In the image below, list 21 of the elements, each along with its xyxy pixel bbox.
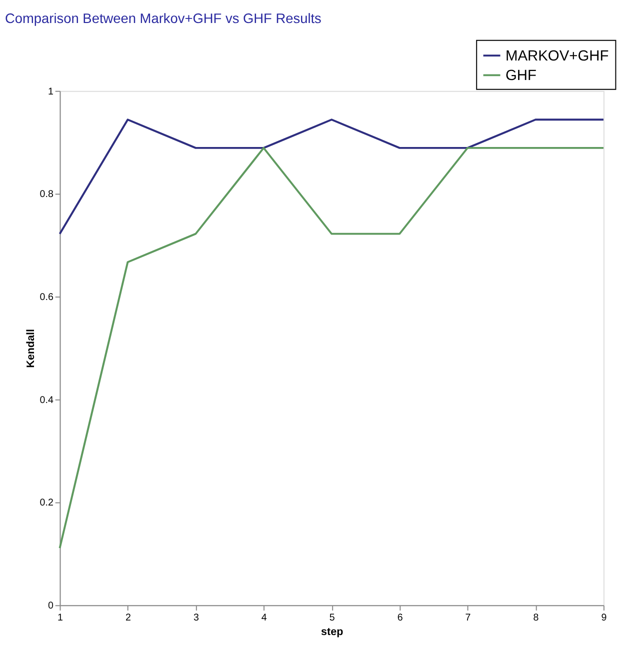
x-tick-label: 2 [125,612,131,624]
legend-label: MARKOV+GHF [506,48,609,64]
y-tick-label: 0.2 [40,498,54,509]
chart-title: Comparison Between Markov+GHF vs GHF Results [4,10,322,26]
x-tick-label: 4 [261,612,268,624]
x-tick-label: 6 [397,612,404,624]
x-tick-label: 1 [58,612,63,624]
y-tick-label: 0.4 [40,394,54,406]
x-tick-label: 7 [465,612,471,624]
x-axis-title: step [321,626,344,638]
legend-label: GHF [506,68,537,84]
x-tick-label: 5 [329,612,336,624]
y-tick-label: 0.6 [40,292,54,303]
x-tick-label: 8 [533,612,540,624]
y-tick-label: 0 [48,600,54,612]
line-series [58,146,604,550]
x-tick-label: 9 [601,612,607,624]
y-tick-label: 0.8 [40,189,54,200]
y-axis-title: Kendall [24,329,37,368]
x-tick-label: 3 [193,612,200,624]
y-tick-label: 1 [48,86,54,98]
